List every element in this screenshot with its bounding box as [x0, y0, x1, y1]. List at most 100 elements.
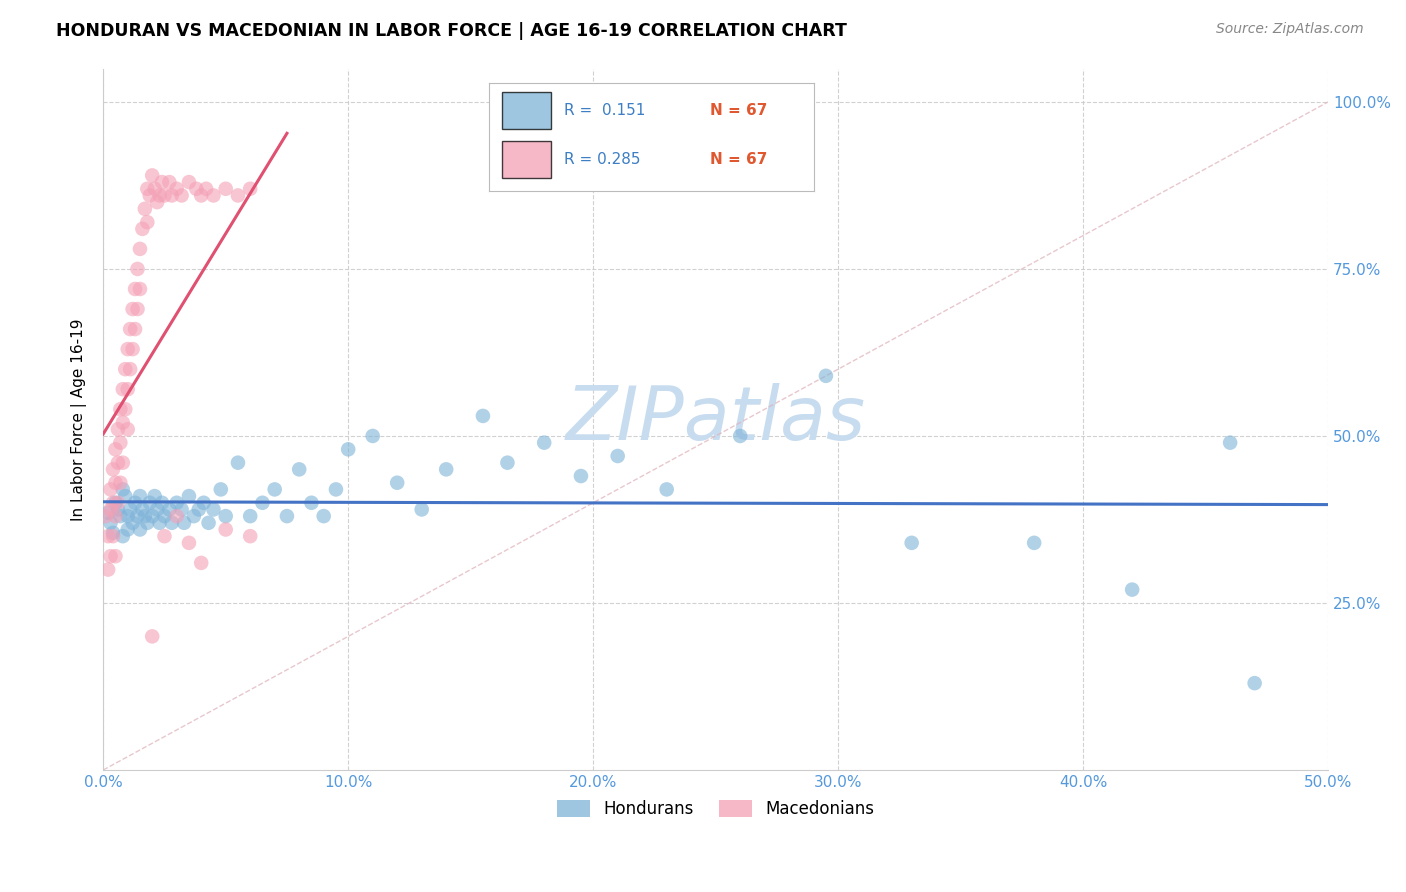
Point: [1219, 435, 1241, 450]
Point: [97, 563, 120, 577]
Point: [166, 182, 188, 196]
Point: [814, 368, 837, 383]
Point: [134, 509, 156, 524]
Point: [110, 509, 132, 524]
Point: [104, 549, 127, 564]
Point: [148, 188, 170, 202]
Point: [104, 442, 127, 457]
Point: [136, 516, 159, 530]
Point: [569, 469, 592, 483]
Point: [150, 496, 173, 510]
Text: HONDURAN VS MACEDONIAN IN LABOR FORCE | AGE 16-19 CORRELATION CHART: HONDURAN VS MACEDONIAN IN LABOR FORCE | …: [56, 22, 846, 40]
Point: [111, 416, 134, 430]
Point: [153, 529, 176, 543]
Point: [111, 456, 134, 470]
Point: [124, 322, 146, 336]
Point: [127, 509, 149, 524]
Point: [177, 536, 200, 550]
Point: [107, 502, 129, 516]
Point: [110, 435, 132, 450]
Point: [100, 483, 122, 497]
Point: [173, 516, 195, 530]
Point: [131, 222, 153, 236]
Point: [301, 496, 323, 510]
Point: [139, 188, 162, 202]
Point: [146, 195, 169, 210]
Point: [134, 202, 156, 216]
Y-axis label: In Labor Force | Age 16-19: In Labor Force | Age 16-19: [72, 318, 87, 521]
Point: [131, 502, 153, 516]
Point: [117, 422, 139, 436]
Point: [276, 509, 298, 524]
Text: Source: ZipAtlas.com: Source: ZipAtlas.com: [1216, 22, 1364, 37]
Point: [148, 516, 170, 530]
Point: [127, 301, 149, 316]
Point: [124, 282, 146, 296]
Point: [157, 502, 180, 516]
Point: [136, 182, 159, 196]
Point: [195, 182, 218, 196]
Point: [97, 506, 120, 520]
Point: [120, 502, 142, 516]
Point: [728, 429, 751, 443]
Point: [110, 402, 132, 417]
Point: [101, 462, 124, 476]
Point: [202, 188, 225, 202]
Point: [120, 362, 142, 376]
Point: [100, 549, 122, 564]
Point: [606, 449, 628, 463]
Point: [170, 502, 193, 516]
Point: [121, 516, 143, 530]
Point: [496, 456, 519, 470]
Point: [141, 169, 163, 183]
Point: [1121, 582, 1143, 597]
Point: [124, 496, 146, 510]
Point: [150, 175, 173, 189]
Point: [104, 496, 127, 510]
Point: [101, 496, 124, 510]
Point: [107, 422, 129, 436]
Point: [177, 175, 200, 189]
Point: [107, 456, 129, 470]
Point: [411, 502, 433, 516]
Point: [139, 496, 162, 510]
Point: [288, 462, 311, 476]
Point: [127, 262, 149, 277]
Point: [193, 496, 215, 510]
Point: [166, 509, 188, 524]
Point: [120, 322, 142, 336]
Point: [117, 382, 139, 396]
Point: [263, 483, 285, 497]
Point: [209, 483, 232, 497]
Point: [94, 509, 117, 524]
Point: [160, 188, 183, 202]
Point: [226, 456, 249, 470]
Point: [117, 523, 139, 537]
Point: [111, 382, 134, 396]
Point: [141, 629, 163, 643]
Point: [900, 536, 922, 550]
Point: [97, 529, 120, 543]
Point: [111, 529, 134, 543]
Point: [337, 442, 360, 457]
Point: [166, 496, 188, 510]
Point: [114, 489, 136, 503]
Point: [121, 342, 143, 356]
Point: [129, 523, 152, 537]
Point: [117, 342, 139, 356]
Point: [434, 462, 457, 476]
Point: [471, 409, 494, 423]
Point: [215, 509, 238, 524]
Point: [121, 301, 143, 316]
Point: [215, 182, 238, 196]
Point: [170, 188, 193, 202]
Point: [153, 188, 176, 202]
Point: [101, 529, 124, 543]
Point: [117, 509, 139, 524]
Point: [104, 475, 127, 490]
Point: [177, 489, 200, 503]
Point: [533, 435, 555, 450]
Point: [114, 402, 136, 417]
Point: [655, 483, 678, 497]
Point: [101, 525, 124, 540]
